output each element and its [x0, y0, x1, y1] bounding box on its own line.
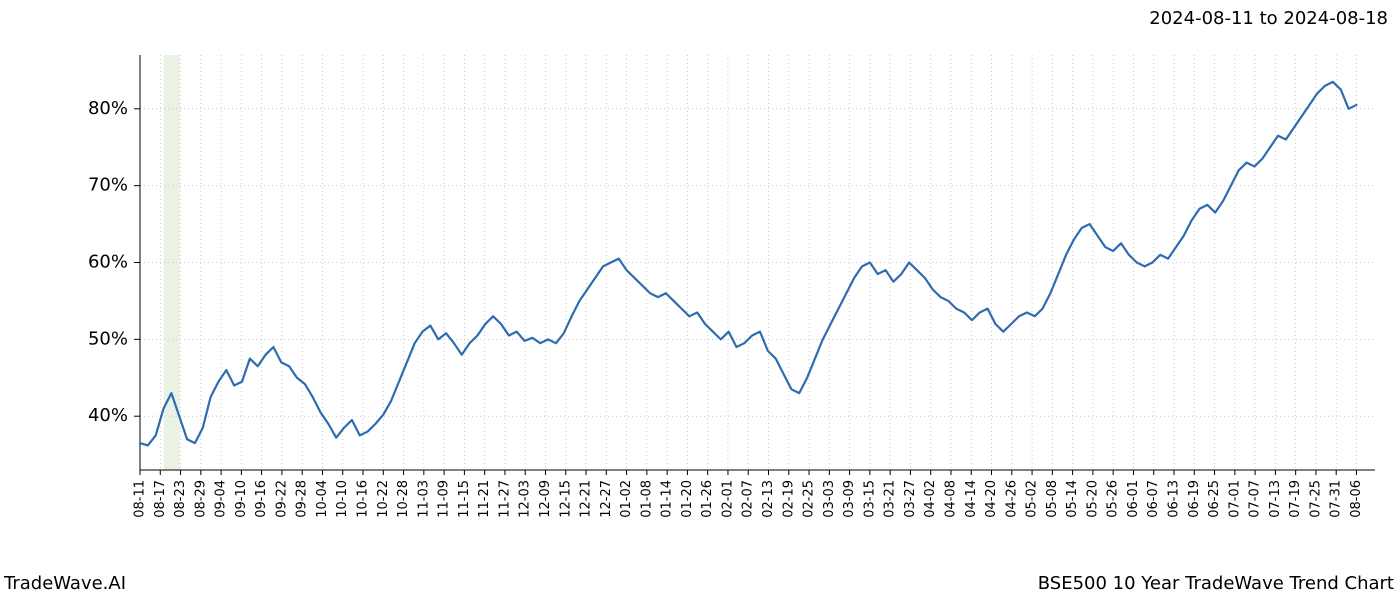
x-tick-label: 02-25 [802, 480, 817, 518]
x-tick-label: 01-02 [619, 480, 634, 518]
x-tick-label: 06-13 [1167, 480, 1182, 518]
x-tick-label: 12-21 [579, 480, 594, 518]
x-tick-label: 11-03 [416, 480, 431, 518]
x-tick-label: 07-13 [1268, 480, 1283, 518]
x-tick-label: 12-15 [558, 480, 573, 518]
x-tick-label: 12-27 [599, 480, 614, 518]
x-tick-label: 06-19 [1187, 480, 1202, 518]
x-tick-label: 04-26 [1004, 480, 1019, 518]
x-tick-label: 07-31 [1329, 480, 1344, 518]
x-tick-label: 08-23 [173, 480, 188, 518]
x-tick-label: 02-07 [741, 480, 756, 518]
x-tick-label: 02-01 [720, 480, 735, 518]
x-tick-label: 05-08 [1045, 480, 1060, 518]
x-tick-label: 05-02 [1025, 480, 1040, 518]
x-tick-label: 03-09 [842, 480, 857, 518]
x-tick-label: 01-26 [700, 480, 715, 518]
x-tick-label: 07-19 [1288, 480, 1303, 518]
x-tick-label: 01-14 [660, 480, 675, 518]
trend-chart: 40% 50% 60% 70% 80% 08-11 08-17 08-23 08-29 09-04… [0, 0, 1400, 600]
x-tick-label: 01-20 [680, 480, 695, 518]
x-tick-label: 03-03 [822, 480, 837, 518]
x-tick-label: 04-02 [923, 480, 938, 518]
x-tick-label: 11-09 [437, 480, 452, 518]
x-tick-label: 09-28 [295, 480, 310, 518]
y-tick-label: 60% [88, 252, 128, 273]
x-tick-label: 11-27 [497, 480, 512, 518]
y-tick-label: 40% [88, 405, 128, 426]
x-tick-label: 07-25 [1308, 480, 1323, 518]
x-tick-label: 07-07 [1248, 480, 1263, 518]
x-tick-label: 10-28 [396, 480, 411, 518]
y-tick-label: 50% [88, 328, 128, 349]
x-tick-label: 01-08 [639, 480, 654, 518]
x-tick-label: 10-22 [376, 480, 391, 518]
x-tick-label: 02-19 [781, 480, 796, 518]
x-tick-label: 07-01 [1227, 480, 1242, 518]
x-tick-label: 08-11 [133, 480, 148, 518]
x-tick-label: 05-26 [1106, 480, 1121, 518]
x-tick-label: 11-21 [477, 480, 492, 518]
x-tick-label: 05-20 [1085, 480, 1100, 518]
x-tick-label: 03-27 [903, 480, 918, 518]
y-tick-label: 70% [88, 175, 128, 196]
x-tick-label: 02-13 [761, 480, 776, 518]
x-tick-label: 06-07 [1146, 480, 1161, 518]
x-tick-label: 09-16 [254, 480, 269, 518]
brand-label: TradeWave.AI [4, 573, 126, 594]
date-range-label: 2024-08-11 to 2024-08-18 [1149, 8, 1388, 29]
x-tick-label: 12-09 [538, 480, 553, 518]
x-tick-label: 03-15 [862, 480, 877, 518]
x-tick-label: 09-22 [274, 480, 289, 518]
x-tick-label: 08-06 [1349, 480, 1364, 518]
x-tick-label: 08-29 [193, 480, 208, 518]
y-tick-label: 80% [88, 98, 128, 119]
x-tick-label: 09-10 [234, 480, 249, 518]
chart-container: 2024-08-11 to 2024-08-18 40% 50% 60% 70% 80%… [0, 0, 1400, 600]
x-tick-label: 06-01 [1126, 480, 1141, 518]
x-tick-label: 04-08 [943, 480, 958, 518]
x-tick-label: 12-03 [518, 480, 533, 518]
x-tick-label: 06-25 [1207, 480, 1222, 518]
chart-title: BSE500 10 Year TradeWave Trend Chart [1038, 573, 1394, 594]
x-tick-label: 10-04 [315, 480, 330, 518]
x-tick-label: 10-10 [335, 480, 350, 518]
x-tick-label: 10-16 [356, 480, 371, 518]
x-tick-label: 08-17 [153, 480, 168, 518]
x-tick-label: 04-20 [984, 480, 999, 518]
x-tick-label: 04-14 [964, 480, 979, 518]
x-tick-label: 05-14 [1065, 480, 1080, 518]
x-tick-label: 03-21 [883, 480, 898, 518]
x-tick-label: 11-15 [457, 480, 472, 518]
x-tick-label: 09-04 [214, 480, 229, 518]
